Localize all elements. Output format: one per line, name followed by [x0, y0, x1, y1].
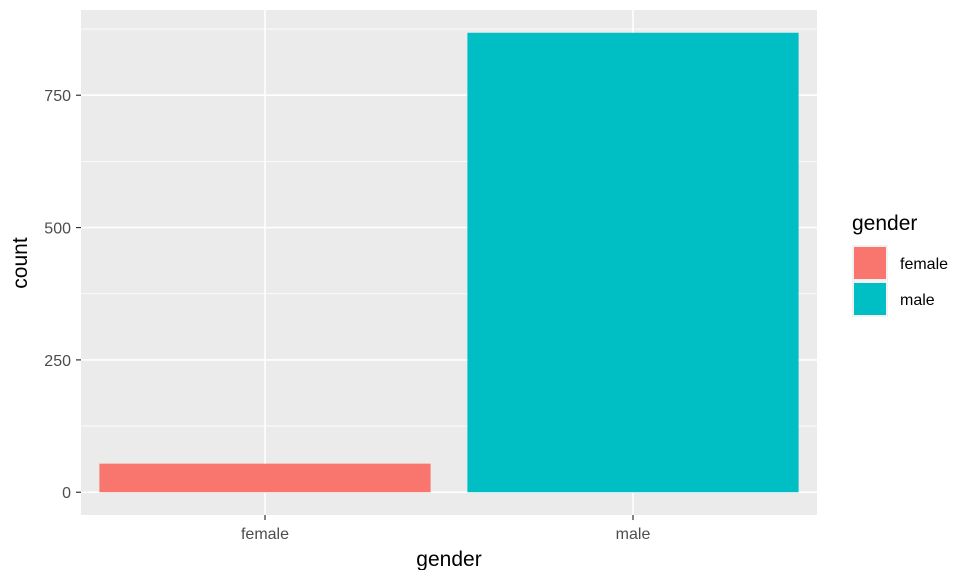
x-tick-label-female: female	[241, 526, 289, 543]
y-axis-title: count	[9, 237, 32, 289]
y-axis: 0 250 500 750	[44, 88, 81, 502]
legend-title: gender	[852, 212, 917, 235]
bars	[99, 32, 799, 493]
x-tick-label-male: male	[616, 526, 651, 543]
x-axis: female male	[241, 515, 650, 543]
bar-female	[99, 463, 431, 493]
legend-swatch-male	[854, 283, 886, 315]
y-tick-label: 0	[62, 485, 71, 502]
x-axis-title: gender	[416, 548, 481, 570]
legend-swatch-female	[854, 247, 886, 279]
y-tick-label: 250	[44, 353, 71, 370]
legend-label-female: female	[900, 256, 948, 273]
bar-male	[467, 32, 799, 493]
y-tick-label: 750	[44, 88, 71, 105]
y-tick-label: 500	[44, 221, 71, 238]
legend-label-male: male	[900, 292, 935, 309]
legend: gender female male	[852, 212, 948, 317]
